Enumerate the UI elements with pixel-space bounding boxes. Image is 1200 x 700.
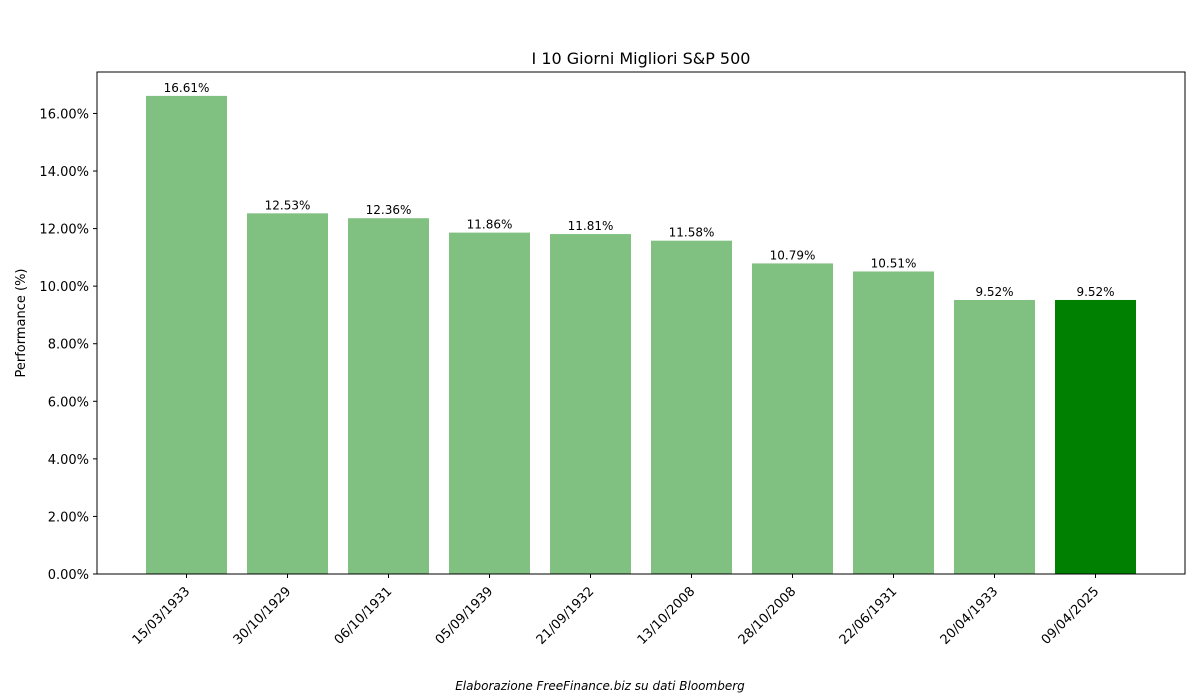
bar (146, 95, 227, 574)
x-tick-label: 22/06/1931 (837, 584, 901, 648)
y-tick-label: 6.00% (48, 395, 89, 410)
x-tick-label: 09/04/2025 (1039, 584, 1103, 648)
x-tick-label: 05/09/1939 (433, 584, 497, 648)
bar (550, 234, 631, 574)
y-tick-label: 16.00% (39, 107, 89, 122)
bar (1055, 299, 1136, 574)
y-tick-label: 10.00% (39, 280, 89, 295)
bar (853, 271, 934, 574)
x-tick-label: 15/03/1933 (130, 584, 194, 648)
y-tick-label: 12.00% (39, 223, 89, 238)
x-tick-label: 06/10/1931 (332, 584, 396, 648)
plot-area: 0.00% 2.00% 4.00% 6.00% 8.00% 10.00% 12.00% 14.… (39, 81, 1136, 648)
bar-value-label: 10.51% (871, 256, 917, 270)
bar-value-label: 16.61% (164, 81, 210, 95)
y-tick-label: 0.00% (48, 568, 89, 583)
bar-value-label: 11.58% (669, 226, 715, 240)
bar-value-label: 11.81% (568, 219, 614, 233)
source-credit: Elaborazione FreeFinance.biz su dati Blo… (455, 679, 745, 693)
bar-value-label: 12.36% (366, 203, 412, 217)
y-tick-label: 2.00% (48, 510, 89, 525)
bar (651, 240, 732, 574)
x-tick-label: 20/04/1933 (938, 584, 1002, 648)
x-tick-label: 30/10/1929 (231, 584, 295, 648)
y-tick-label: 14.00% (39, 165, 89, 180)
plot-frame (96, 71, 1186, 575)
bar (247, 213, 328, 574)
y-tick-label: 8.00% (48, 338, 89, 353)
bar (954, 299, 1035, 574)
bar (752, 263, 833, 574)
bar-value-label: 9.52% (975, 285, 1013, 299)
bar-value-label: 10.79% (770, 248, 816, 262)
y-axis-label: Performance (%) (14, 268, 29, 377)
x-tick-label: 21/09/1932 (534, 584, 598, 648)
bar (348, 218, 429, 574)
y-tick-label: 4.00% (48, 453, 89, 468)
bar-value-label: 12.53% (265, 198, 311, 212)
bar-value-label: 11.86% (467, 218, 513, 232)
x-tick-label: 13/10/2008 (635, 584, 699, 648)
x-tick-label: 28/10/2008 (736, 584, 800, 648)
bar (449, 232, 530, 574)
chart-title: I 10 Giorni Migliori S&P 500 (532, 49, 751, 68)
bar-value-label: 9.52% (1076, 285, 1114, 299)
